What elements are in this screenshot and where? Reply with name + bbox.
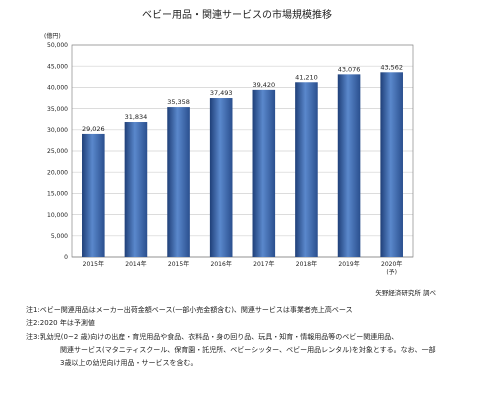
source-credit: 矢野経済研究所 調べ xyxy=(375,288,436,297)
y-tick-label: 5,000 xyxy=(51,233,68,240)
plot-frame xyxy=(71,44,414,258)
bar-value-label: 43,076 xyxy=(338,65,361,73)
bar xyxy=(337,74,361,257)
x-tick-label: 2015年 xyxy=(168,260,189,268)
bar xyxy=(252,89,276,258)
y-tick-label: 10,000 xyxy=(47,212,68,219)
y-tick-label: 45,000 xyxy=(47,63,68,70)
footnotes: 注1:ベビー関連用品はメーカー出荷金額ベース(一部小売金額含む)、関連サービスは… xyxy=(26,304,466,370)
bar-value-label: 31,834 xyxy=(125,113,148,121)
bar-value-label: 43,562 xyxy=(380,63,403,71)
y-tick-label: 35,000 xyxy=(47,106,68,113)
bar xyxy=(295,82,318,258)
footnote-3-cont-1: 関連サービス(マタニティスクール、保育園・託児所、ベビーシッター、ベビー用品レン… xyxy=(60,345,436,354)
chart-title: ベビー用品・関連サービスの市場規模推移 xyxy=(142,8,332,21)
bar-value-label: 41,210 xyxy=(295,73,318,81)
footnote-1: 注1:ベビー関連用品はメーカー出荷金額ベース(一部小売金額含む)、関連サービスは… xyxy=(26,306,353,314)
bar xyxy=(167,107,190,257)
x-tick-sublabel: (予) xyxy=(386,268,397,276)
x-tick-label: 2015年 xyxy=(83,260,104,268)
x-tick-label: 2019年 xyxy=(338,260,359,268)
bar xyxy=(82,133,105,257)
x-tick-label: 2018年 xyxy=(296,260,317,268)
y-tick-label: 0 xyxy=(64,254,68,261)
bar xyxy=(124,122,148,258)
bar xyxy=(209,98,233,257)
footnote-3: 注3:乳幼児(0~2 歳)向けの出産・育児用品や食品、衣料品・身の回り品、玩具・… xyxy=(26,332,399,341)
y-axis-unit: (億円) xyxy=(44,32,61,40)
x-tick-label: 2020年 xyxy=(381,260,402,268)
bar-chart: ベビー用品・関連サービスの市場規模推移 (億円) 0 5,000 10,000 15,… xyxy=(44,8,436,297)
x-tick-label: 2017年 xyxy=(253,260,274,268)
footnote-3-cont-2: 3歳以上の幼児向け用品・サービスを含む。 xyxy=(60,359,198,368)
footnote-2: 注2:2020 年は予測値 xyxy=(26,319,95,328)
bar-value-label: 35,358 xyxy=(167,98,190,106)
y-tick-label: 40,000 xyxy=(47,85,68,92)
bar-value-label: 39,420 xyxy=(252,81,275,89)
y-tick-label: 15,000 xyxy=(47,191,68,198)
x-tick-label: 2014年 xyxy=(125,260,146,268)
y-tick-label: 50,000 xyxy=(47,42,68,49)
y-tick-label: 25,000 xyxy=(47,148,68,155)
y-tick-label: 20,000 xyxy=(47,169,68,176)
bar-value-label: 29,026 xyxy=(82,125,105,133)
bar-value-label: 37,493 xyxy=(210,89,233,97)
bar xyxy=(380,72,403,257)
x-tick-label: 2016年 xyxy=(211,260,232,268)
y-tick-label: 30,000 xyxy=(47,127,68,134)
